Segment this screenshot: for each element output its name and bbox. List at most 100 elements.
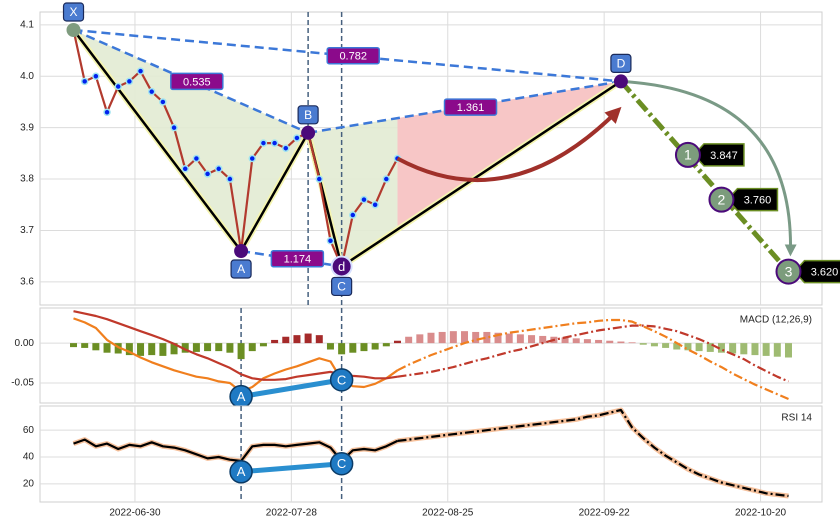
ratio-box <box>326 46 380 65</box>
histogram-bar <box>271 339 279 344</box>
price-point <box>315 175 324 183</box>
histogram-bar <box>762 343 770 356</box>
target-value: 3.760 <box>744 195 772 207</box>
histogram-bar <box>326 343 334 350</box>
divergence-point <box>329 368 354 392</box>
pattern-fill <box>73 29 309 252</box>
histogram-bar <box>405 336 413 344</box>
pattern-point <box>66 22 81 37</box>
point-label-box <box>297 105 319 125</box>
pattern-leg <box>240 132 309 252</box>
histogram-bar <box>159 343 167 356</box>
y-tick-label: 0.00 <box>15 338 35 349</box>
histogram-bar <box>717 343 725 353</box>
price-point <box>382 175 391 183</box>
histogram-bar <box>639 343 647 345</box>
histogram-bar <box>248 343 256 352</box>
target-value-box <box>692 143 745 167</box>
point-label: C <box>337 280 346 294</box>
target-line <box>619 79 791 274</box>
y-tick-label: -0.05 <box>11 378 34 389</box>
ratio-box <box>443 98 498 116</box>
target-label: 1 <box>684 147 692 163</box>
price-point <box>226 175 234 183</box>
point-label: A <box>237 262 245 276</box>
divergence-line <box>240 377 343 400</box>
x-tick-label: 2022-07-28 <box>266 508 318 519</box>
target-value: 3.847 <box>710 150 738 162</box>
histogram-bar <box>438 331 446 344</box>
panel-title: RSI 14 <box>781 413 812 424</box>
price-point <box>282 144 290 152</box>
divergence-label: A <box>237 389 246 404</box>
panel-frame <box>39 405 823 503</box>
price-point <box>203 170 212 178</box>
histogram-bar <box>81 343 89 348</box>
price-point <box>181 165 189 173</box>
histogram-bar <box>572 338 580 344</box>
histogram-bar <box>125 343 133 356</box>
histogram-bar <box>416 334 424 344</box>
histogram-bar <box>382 343 390 347</box>
histogram-bar <box>706 343 714 352</box>
price-point <box>259 139 268 147</box>
histogram-bar <box>114 343 122 354</box>
y-tick-label: 3.7 <box>20 225 34 236</box>
histogram-bar <box>237 343 245 360</box>
histogram-bar <box>583 339 591 344</box>
price-point <box>159 98 167 106</box>
divergence-point <box>329 451 354 476</box>
y-tick-label: 4.0 <box>20 71 34 82</box>
histogram-bar <box>427 332 435 344</box>
histogram-bar <box>92 343 100 351</box>
histogram-bar <box>483 331 491 344</box>
histogram-bar <box>282 336 290 344</box>
histogram-bar <box>695 343 703 352</box>
target-point <box>708 186 735 213</box>
point-marker-text: d <box>338 259 345 274</box>
histogram-bar <box>662 343 670 348</box>
histogram-bar <box>393 340 401 344</box>
price-point <box>114 82 122 91</box>
histogram-bar <box>259 343 267 347</box>
ratio-label: 1.174 <box>284 254 312 266</box>
histogram-bar <box>304 333 312 344</box>
target-value: 3.620 <box>811 266 839 278</box>
price-point <box>92 72 100 81</box>
price-point <box>80 77 89 86</box>
histogram-bar <box>204 343 212 352</box>
histogram-bar <box>516 334 524 344</box>
price-point <box>270 139 279 147</box>
target-arrow <box>620 79 797 257</box>
divergence-line <box>240 461 342 475</box>
price-point <box>147 87 156 96</box>
histogram-bar <box>315 335 323 344</box>
histogram-bar <box>784 343 792 358</box>
histogram-bar <box>293 335 301 344</box>
histogram-bar <box>773 343 781 357</box>
divergence-point <box>229 460 253 484</box>
price-point <box>192 154 201 163</box>
histogram-bar <box>528 335 536 344</box>
pattern-point <box>301 125 316 140</box>
x-tick-label: 2022-09-22 <box>579 508 631 519</box>
ratio-box <box>270 249 325 268</box>
histogram-bar <box>617 341 625 344</box>
pattern-leg <box>341 80 622 267</box>
point-label: D <box>617 57 626 71</box>
line-halo <box>397 407 789 499</box>
price-point <box>103 108 111 116</box>
target-label: 3 <box>785 263 793 279</box>
histogram-bar <box>449 331 457 344</box>
histogram-bar <box>103 343 111 353</box>
target-value-box <box>793 259 840 284</box>
histogram-bar <box>751 343 759 356</box>
price-point <box>360 195 368 204</box>
pattern-fill <box>308 118 398 267</box>
pattern-point <box>613 74 628 89</box>
histogram-bar <box>215 343 223 352</box>
target-label: 2 <box>718 191 726 207</box>
histogram-bar <box>137 343 145 356</box>
price-point <box>170 123 178 132</box>
